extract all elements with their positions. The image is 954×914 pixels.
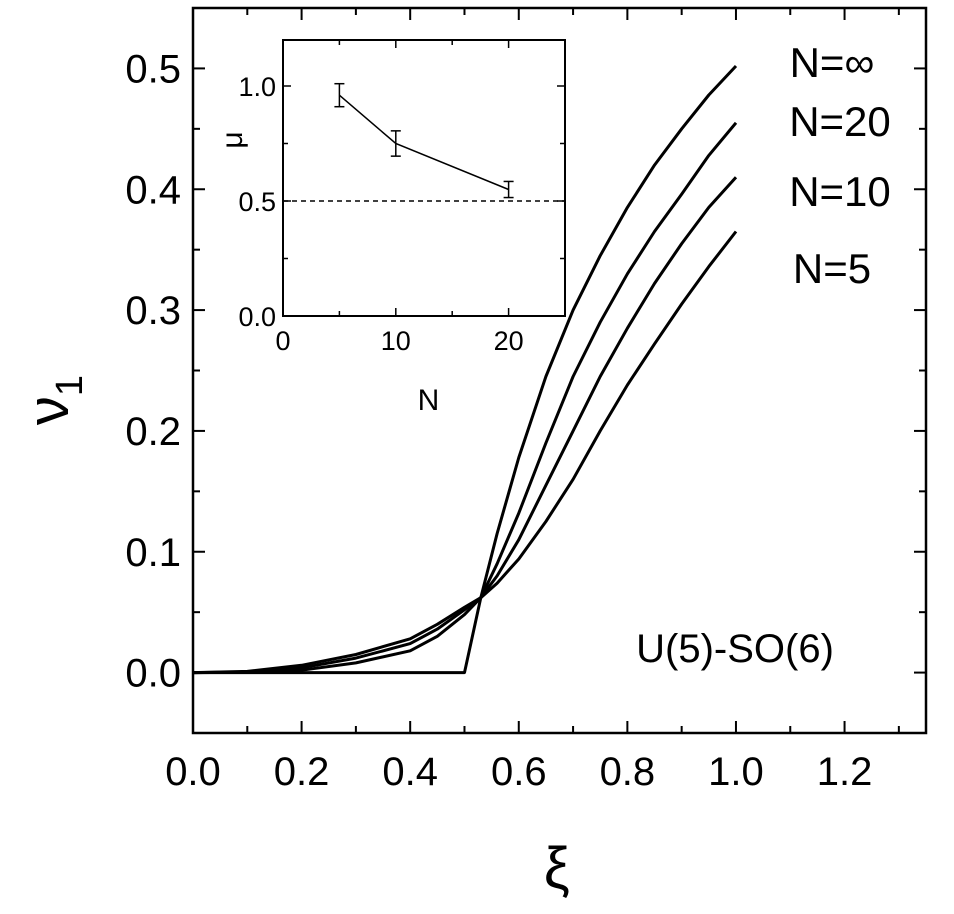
y-tick-label: 0.0: [125, 652, 181, 696]
series-label-0: N=∞: [790, 39, 875, 86]
x-axis-title: ξ: [544, 836, 570, 901]
main-plot: 0.0 0.2 0.4 0.6 0.8 1.0 1.2 0.0 0.1 0.2 0.3 0.4 0.5 ξ…: [16, 6, 928, 901]
inset-y-tick-label: 0.0: [238, 302, 276, 332]
x-tick-label: 1.2: [817, 750, 873, 794]
x-tick-label: 0.8: [600, 750, 656, 794]
series-label-2: N=10: [789, 168, 891, 215]
y-tick-label: 0.3: [125, 289, 181, 333]
x-tick-label: 0.6: [491, 750, 547, 794]
inset-x-tick-label: 10: [381, 326, 411, 356]
inset-x-tick-label: 0: [275, 326, 290, 356]
x-tick-label: 0.4: [382, 750, 438, 794]
y-axis-title-subscript: 1: [49, 375, 91, 396]
y-tick-label: 0.2: [125, 410, 181, 454]
inset-y-tick-label: 1.0: [238, 72, 276, 102]
inset-x-tick-label: 20: [494, 326, 524, 356]
inset-x-axis-title: N: [418, 384, 440, 417]
inset-y-axis-title: μ: [216, 131, 249, 148]
series-label-1: N=20: [789, 98, 891, 145]
series-line-3: [192, 230, 738, 675]
x-tick-label: 0.0: [165, 750, 221, 794]
series-line-1: [192, 121, 738, 675]
chart-annotation: U(5)-SO(6): [636, 627, 834, 671]
inset-frame: [282, 39, 566, 317]
y-tick-label: 0.4: [125, 168, 181, 212]
series-line-2: [192, 176, 738, 675]
inset-plot: 0 10 20 0.0 0.5 1.0 Nμ: [216, 39, 566, 417]
series-label-3: N=5: [793, 245, 871, 292]
x-tick-label: 0.2: [274, 750, 330, 794]
series-line-0: [193, 64, 738, 675]
inset-y-tick-label: 0.5: [238, 187, 276, 217]
y-tick-label: 0.1: [125, 531, 181, 575]
y-axis-title: ν1: [16, 375, 91, 425]
x-tick-label: 1.0: [708, 750, 764, 794]
y-tick-label: 0.5: [125, 47, 181, 91]
